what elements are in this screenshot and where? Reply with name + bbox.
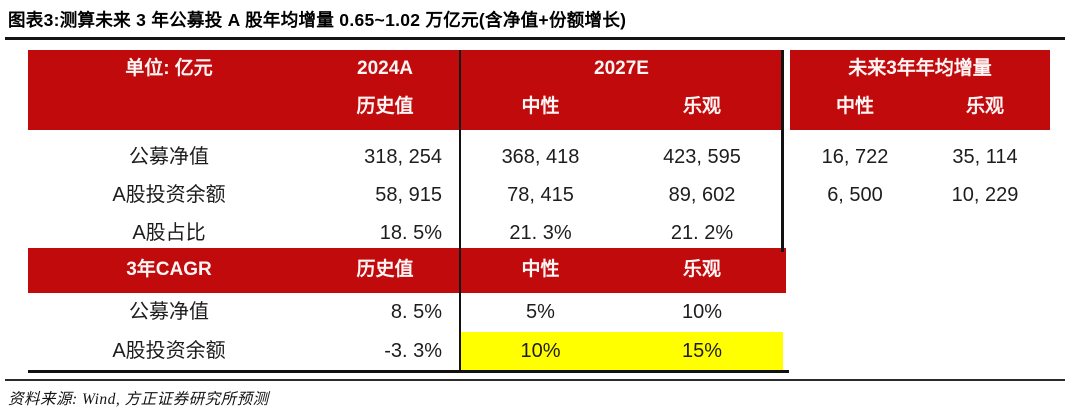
- header-2024a: 2024A: [357, 58, 413, 79]
- cagr-cell-fund-nav-optimistic: 10%: [681, 301, 723, 323]
- header-future-3y-increment: 未来3年年均增量: [848, 58, 992, 79]
- cell-ashare-ratio-2027-neutral: 21. 3%: [509, 222, 572, 244]
- table-divider-right: [781, 50, 784, 252]
- cagr-cell-ashare-balance-hist: -3. 3%: [384, 340, 442, 362]
- cagr-cell-fund-nav-neutral: 5%: [526, 301, 555, 323]
- cell-ashare-balance-incr-neutral: 6, 500: [827, 184, 883, 206]
- cell-fund-nav-incr-optimistic: 35, 114: [952, 146, 1018, 168]
- cagr-cell-ashare-balance-neutral-highlighted: 10%: [520, 340, 561, 362]
- cagr-row-ashare-balance-label: A股投资余额: [112, 340, 226, 362]
- cagr-row-fund-nav-label: 公募净值: [129, 301, 209, 323]
- row-ashare-ratio-label: A股占比: [132, 222, 206, 244]
- cagr-header-historical: 历史值: [356, 259, 414, 280]
- cell-ashare-balance-2027-optimistic: 89, 602: [668, 184, 736, 206]
- header-2027-optimistic: 乐观: [682, 96, 721, 117]
- title-underline: [5, 37, 1065, 40]
- header-unit-label: 单位: 亿元: [125, 58, 213, 79]
- cagr-cell-fund-nav-hist: 8. 5%: [390, 301, 442, 323]
- cell-ashare-balance-incr-optimistic: 10, 229: [951, 184, 1019, 206]
- highlight-band: [461, 332, 783, 370]
- header-2027e: 2027E: [594, 58, 649, 79]
- cagr-header-optimistic: 乐观: [682, 259, 721, 280]
- header-future-optimistic: 乐观: [965, 96, 1004, 117]
- row-ashare-balance-label: A股投资余额: [112, 184, 226, 206]
- cell-fund-nav-2027-neutral: 368, 418: [501, 146, 580, 168]
- header-2027-neutral: 中性: [521, 96, 560, 117]
- cell-ashare-balance-2027-neutral: 78, 415: [507, 184, 574, 206]
- table-header-band-right: [790, 50, 1050, 130]
- cagr-header-neutral: 中性: [521, 259, 560, 280]
- header-future-neutral: 中性: [835, 96, 874, 117]
- header-historical-value: 历史值: [356, 96, 414, 117]
- figure-title: 图表3:测算未来 3 年公募投 A 股年均增量 0.65~1.02 万亿元(含净…: [8, 10, 627, 30]
- table-header-band-left: [28, 50, 783, 130]
- cagr-cell-ashare-balance-optimistic-highlighted: 15%: [681, 340, 723, 362]
- cagr-header-band: [28, 248, 786, 293]
- cell-fund-nav-hist: 318, 254: [364, 146, 442, 168]
- footer-separator: [5, 379, 1065, 381]
- table-bottom-border: [28, 370, 789, 373]
- cell-ashare-ratio-hist: 18. 5%: [379, 222, 442, 244]
- cell-ashare-balance-hist: 58, 915: [375, 184, 442, 206]
- source-note: 资料来源: Wind, 方正证券研究所预测: [8, 391, 269, 408]
- cell-ashare-ratio-2027-optimistic: 21. 2%: [670, 222, 734, 244]
- table-divider-left: [459, 50, 461, 372]
- cell-fund-nav-incr-neutral: 16, 722: [821, 146, 889, 168]
- cell-fund-nav-2027-optimistic: 423, 595: [663, 146, 741, 168]
- row-fund-nav-label: 公募净值: [129, 146, 209, 168]
- cagr-section-label: 3年CAGR: [126, 259, 212, 280]
